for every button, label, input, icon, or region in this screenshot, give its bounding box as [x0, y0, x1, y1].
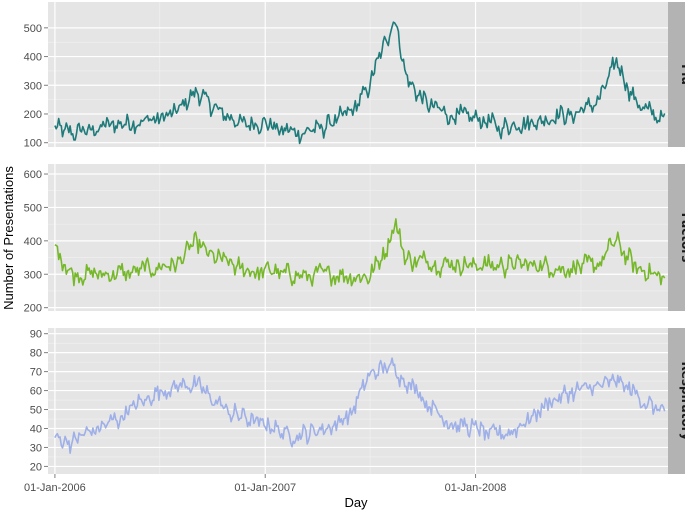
y-tick-label: 20	[30, 461, 42, 473]
series-line-respiratory	[54, 357, 666, 455]
y-tick-label: 500	[24, 202, 42, 214]
facet-strip-label: Flu	[679, 64, 685, 85]
series-line-flu	[54, 21, 666, 145]
facet-respiratory: 20 30 40 50 60 70 80 90 Respiratory	[30, 328, 685, 474]
facet-strip	[668, 164, 685, 311]
series-line-factors	[54, 218, 666, 287]
y-tick-label: 300	[24, 269, 42, 281]
facet-panels: 100 200 300 400 500 Flu 200 300 400 500 600 Factors…	[24, 2, 685, 474]
y-tick-label: 200	[24, 109, 42, 121]
y-tick-label: 400	[24, 52, 42, 64]
y-axis-title: Number of Presentations	[1, 166, 16, 310]
x-axis: 01-Jan-2006 01-Jan-2007 01-Jan-2008	[24, 474, 506, 494]
facet-strip-label: Factors	[679, 213, 685, 263]
panel-background	[48, 164, 668, 311]
facet-strip	[668, 2, 685, 147]
y-tick-label: 300	[24, 80, 42, 92]
y-tick-label: 60	[30, 386, 42, 398]
y-tick-label: 500	[24, 23, 42, 35]
y-tick-label: 100	[24, 138, 42, 150]
panel-background	[48, 2, 668, 147]
y-tick-label: 600	[24, 169, 42, 181]
y-tick-label: 400	[24, 236, 42, 248]
facet-strip-label: Respiratory	[679, 362, 685, 441]
x-tick-label: 01-Jan-2006	[24, 482, 86, 494]
facet-flu: 100 200 300 400 500 Flu	[24, 2, 685, 150]
y-tick-label: 40	[30, 423, 42, 435]
facet-factors: 200 300 400 500 600 Factors	[24, 164, 685, 315]
y-tick-label: 200	[24, 303, 42, 315]
y-tick-label: 70	[30, 367, 42, 379]
x-axis-title: Day	[344, 495, 368, 510]
x-tick-label: 01-Jan-2007	[234, 482, 296, 494]
y-tick-label: 30	[30, 442, 42, 454]
y-tick-label: 90	[30, 329, 42, 341]
facet-strip	[668, 328, 685, 474]
y-tick-label: 80	[30, 348, 42, 360]
x-tick-label: 01-Jan-2008	[445, 482, 507, 494]
y-tick-label: 50	[30, 405, 42, 417]
